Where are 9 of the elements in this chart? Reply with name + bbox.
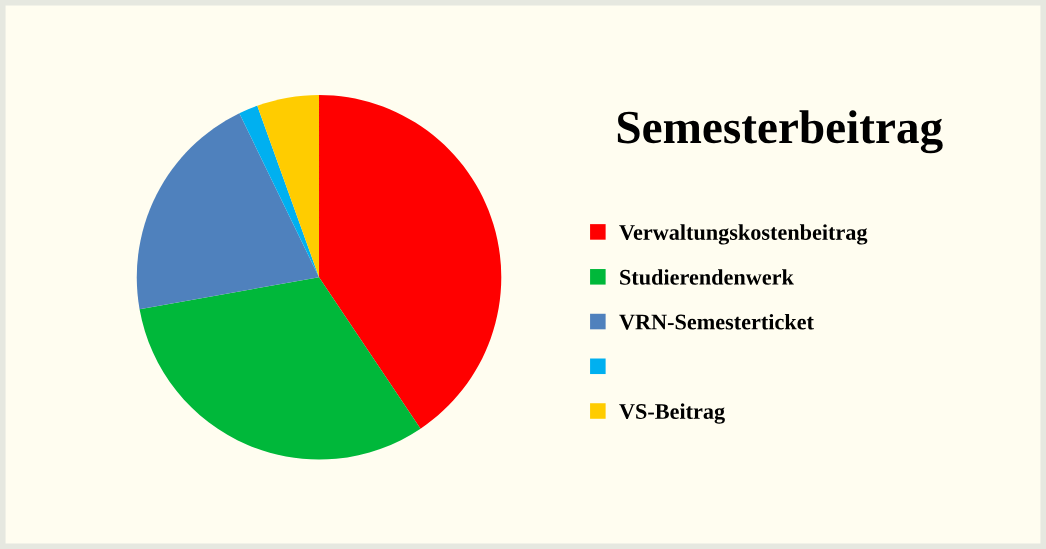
pie-slice [139,277,421,460]
legend-label: VRN-Semesterticket [619,313,814,330]
pie-slice [319,94,502,429]
legend-label: VS-Beitrag [619,403,725,424]
legend-label: Studierendenwerk [620,269,794,285]
pie-slice [257,94,320,278]
chart-title: Semesterbeitrag [617,110,943,154]
legend-label: Verwaltungskostenbeitrag [619,224,868,245]
pie-slice [136,113,320,310]
